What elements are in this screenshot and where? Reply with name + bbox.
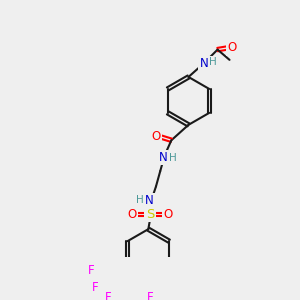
Text: O: O <box>227 41 237 54</box>
Text: F: F <box>105 291 111 300</box>
Text: N: N <box>145 194 154 208</box>
Text: H: H <box>169 153 177 163</box>
Text: H: H <box>136 195 144 205</box>
Text: F: F <box>147 291 153 300</box>
Text: N: N <box>158 151 167 164</box>
Text: F: F <box>92 281 98 294</box>
Text: N: N <box>200 57 208 70</box>
Text: O: O <box>163 208 172 221</box>
Text: O: O <box>152 130 160 143</box>
Text: F: F <box>88 264 95 277</box>
Text: O: O <box>128 208 137 221</box>
Text: H: H <box>209 57 217 68</box>
Text: S: S <box>146 208 154 221</box>
